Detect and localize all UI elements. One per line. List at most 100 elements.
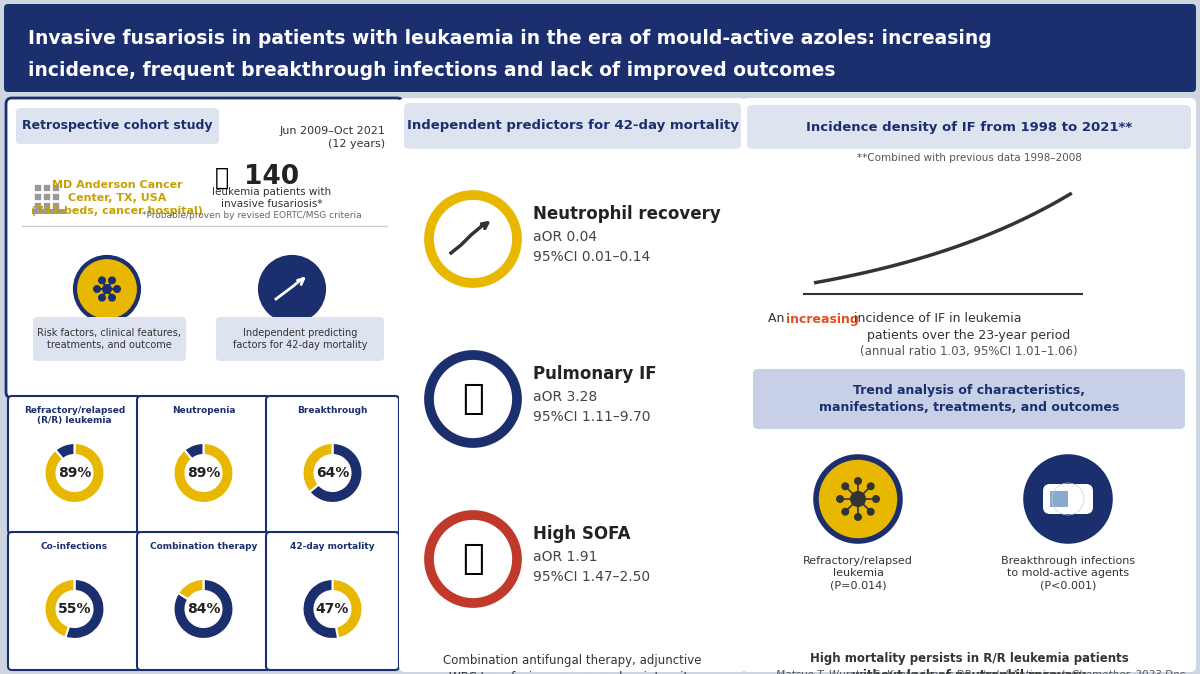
Text: increasing: increasing — [786, 313, 859, 326]
Wedge shape — [44, 443, 104, 503]
Text: 47%: 47% — [316, 602, 349, 616]
Circle shape — [430, 195, 517, 283]
Circle shape — [1026, 457, 1110, 541]
Text: patients over the 23-year period: patients over the 23-year period — [868, 330, 1070, 342]
FancyBboxPatch shape — [32, 209, 66, 214]
Wedge shape — [44, 579, 74, 638]
Circle shape — [841, 508, 850, 516]
Circle shape — [872, 495, 880, 503]
FancyBboxPatch shape — [8, 532, 142, 670]
Text: 95%CI 1.11–9.70: 95%CI 1.11–9.70 — [533, 410, 650, 424]
FancyBboxPatch shape — [16, 108, 220, 144]
Text: Matsuo T, Wurster S, Kontoyiannis DP, et al. J Antimicrob Chemother. 2023 Dec: Matsuo T, Wurster S, Kontoyiannis DP, et… — [776, 670, 1186, 674]
FancyBboxPatch shape — [742, 98, 1196, 672]
Wedge shape — [302, 443, 332, 492]
Circle shape — [430, 515, 517, 603]
FancyBboxPatch shape — [404, 103, 742, 149]
FancyBboxPatch shape — [398, 98, 746, 672]
Circle shape — [113, 285, 121, 293]
FancyBboxPatch shape — [1043, 484, 1093, 514]
Text: Breakthrough: Breakthrough — [298, 406, 367, 415]
Wedge shape — [302, 579, 338, 639]
Wedge shape — [65, 579, 104, 639]
FancyBboxPatch shape — [43, 202, 50, 209]
Circle shape — [98, 276, 106, 284]
Text: Independent predictors for 42-day mortality: Independent predictors for 42-day mortal… — [407, 119, 738, 133]
Text: 64%: 64% — [316, 466, 349, 480]
FancyBboxPatch shape — [4, 4, 1196, 92]
Text: 84%: 84% — [187, 602, 221, 616]
Wedge shape — [310, 443, 362, 503]
Wedge shape — [332, 579, 362, 638]
Text: *Probable/proven by revised EORTC/MSG criteria: *Probable/proven by revised EORTC/MSG cr… — [142, 211, 362, 220]
Text: 42-day mortality: 42-day mortality — [290, 542, 374, 551]
Circle shape — [836, 495, 844, 503]
Wedge shape — [174, 443, 234, 503]
FancyBboxPatch shape — [52, 184, 59, 191]
FancyBboxPatch shape — [6, 98, 403, 398]
Circle shape — [94, 285, 101, 293]
Text: High SOFA: High SOFA — [533, 525, 630, 543]
Text: Refractory/relapsed
(R/R) leukemia: Refractory/relapsed (R/R) leukemia — [24, 406, 125, 425]
FancyBboxPatch shape — [754, 369, 1186, 429]
Circle shape — [430, 355, 517, 443]
Text: 95%CI 1.47–2.50: 95%CI 1.47–2.50 — [533, 570, 650, 584]
Circle shape — [850, 491, 866, 507]
Text: Incidence density of IF from 1998 to 2021**: Incidence density of IF from 1998 to 202… — [806, 121, 1132, 133]
FancyBboxPatch shape — [34, 193, 41, 200]
Text: 55%: 55% — [58, 602, 91, 616]
Text: Combination therapy: Combination therapy — [150, 542, 257, 551]
Circle shape — [98, 294, 106, 302]
Text: leukemia patients with
invasive fusariosis*: leukemia patients with invasive fusarios… — [212, 187, 331, 210]
Circle shape — [260, 257, 324, 321]
Circle shape — [108, 294, 116, 302]
Circle shape — [102, 284, 112, 294]
Text: Co-infections: Co-infections — [41, 542, 108, 551]
FancyBboxPatch shape — [43, 184, 50, 191]
Wedge shape — [178, 579, 204, 599]
Text: 95%CI 0.01–0.14: 95%CI 0.01–0.14 — [533, 250, 650, 264]
Text: An: An — [768, 313, 788, 326]
Wedge shape — [185, 443, 204, 459]
Text: aOR 0.04: aOR 0.04 — [533, 230, 598, 244]
Text: High mortality persists in R/R leukemia patients
without lack of neutrophil reco: High mortality persists in R/R leukemia … — [810, 652, 1128, 674]
FancyBboxPatch shape — [746, 105, 1190, 149]
Text: aOR 3.28: aOR 3.28 — [533, 390, 598, 404]
Text: Invasive fusariosis in patients with leukaemia in the era of mould-active azoles: Invasive fusariosis in patients with leu… — [28, 28, 991, 47]
FancyBboxPatch shape — [266, 532, 398, 670]
Text: Combination antifungal therapy, adjunctive
WBC transfusion or surgery, low-inten: Combination antifungal therapy, adjuncti… — [443, 654, 702, 674]
Text: Breakthrough infections
to mold-active agents
(P<0.001): Breakthrough infections to mold-active a… — [1001, 556, 1135, 591]
Text: 89%: 89% — [187, 466, 220, 480]
Wedge shape — [174, 579, 234, 639]
FancyBboxPatch shape — [34, 184, 41, 191]
Text: 🫁: 🫁 — [462, 382, 484, 416]
Circle shape — [816, 457, 900, 541]
Text: **Combined with previous data 1998–2008: **Combined with previous data 1998–2008 — [857, 153, 1081, 163]
FancyBboxPatch shape — [52, 193, 59, 200]
Text: aOR 1.91: aOR 1.91 — [533, 550, 598, 564]
Circle shape — [866, 508, 875, 516]
Text: Refractory/relapsed
leukemia
(P=0.014): Refractory/relapsed leukemia (P=0.014) — [803, 556, 913, 591]
Text: 89%: 89% — [58, 466, 91, 480]
FancyBboxPatch shape — [34, 317, 186, 361]
Text: 👥: 👥 — [215, 166, 229, 190]
Circle shape — [854, 477, 862, 485]
Text: Independent predicting
factors for 42-day mortality: Independent predicting factors for 42-da… — [233, 328, 367, 350]
Text: Trend analysis of characteristics,
manifestations, treatments, and outcomes: Trend analysis of characteristics, manif… — [818, 384, 1120, 414]
Circle shape — [108, 276, 116, 284]
FancyBboxPatch shape — [216, 317, 384, 361]
Text: MD Anderson Cancer
Center, TX, USA
(743-beds, cancer hospital): MD Anderson Cancer Center, TX, USA (743-… — [31, 180, 203, 216]
Text: Neutrophil recovery: Neutrophil recovery — [533, 205, 721, 223]
Text: 🛏: 🛏 — [462, 542, 484, 576]
Circle shape — [866, 483, 875, 490]
FancyBboxPatch shape — [137, 532, 270, 670]
Text: Risk factors, clinical features,
treatments, and outcome: Risk factors, clinical features, treatme… — [37, 328, 181, 350]
FancyBboxPatch shape — [43, 193, 50, 200]
Wedge shape — [55, 443, 74, 459]
FancyBboxPatch shape — [52, 202, 59, 209]
FancyBboxPatch shape — [137, 396, 270, 534]
Text: incidence, frequent breakthrough infections and lack of improved outcomes: incidence, frequent breakthrough infecti… — [28, 61, 835, 80]
Circle shape — [74, 257, 139, 321]
Circle shape — [854, 513, 862, 521]
Text: Pulmonary IF: Pulmonary IF — [533, 365, 656, 383]
